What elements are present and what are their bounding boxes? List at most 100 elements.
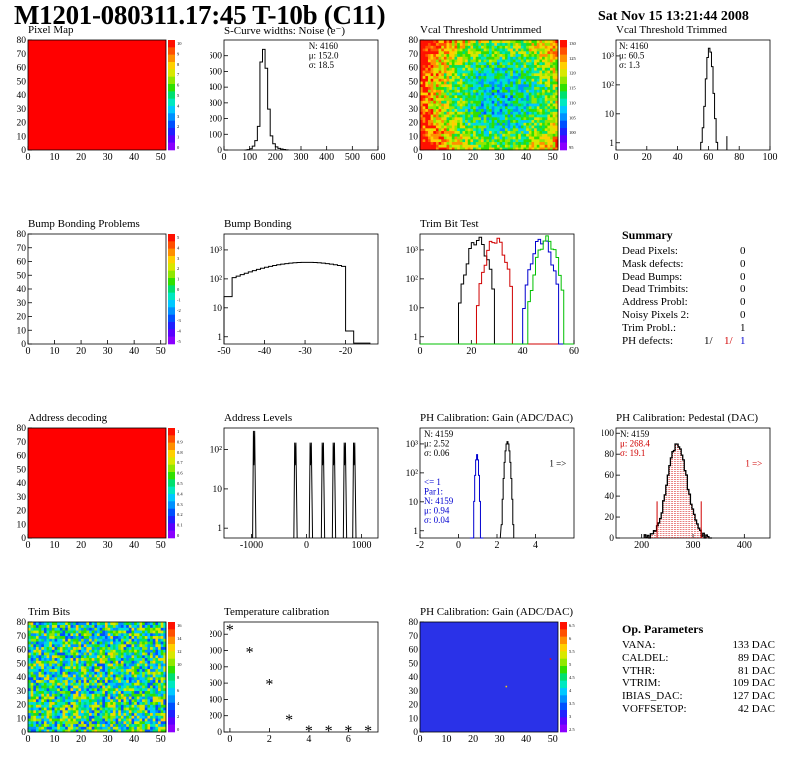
heatmap-cell xyxy=(51,712,55,716)
heatmap-cell xyxy=(75,624,79,628)
heatmap-cell xyxy=(459,64,463,68)
y-tick-label: 1 xyxy=(413,333,418,343)
heatmap-cell xyxy=(134,671,138,675)
heatmap-cell xyxy=(451,89,455,93)
heatmap-cell xyxy=(531,100,535,104)
heatmap-cell xyxy=(91,688,95,692)
heatmap-cell xyxy=(70,641,74,645)
heatmap-cell xyxy=(427,86,431,90)
heatmap-cell xyxy=(427,78,431,82)
heatmap-cell xyxy=(443,75,447,79)
heatmap-cell xyxy=(462,106,466,110)
heatmap-cell xyxy=(144,710,148,714)
heatmap-cell xyxy=(59,657,63,661)
y-tick-label: 70 xyxy=(409,632,419,642)
heatmap-cell xyxy=(78,715,82,719)
y-tick-label: 10 xyxy=(213,304,223,314)
heatmap-cell xyxy=(33,649,37,653)
heatmap-cell xyxy=(470,103,474,107)
heatmap-cell xyxy=(99,699,103,703)
heatmap-cell xyxy=(51,644,55,648)
heatmap-cell xyxy=(54,679,58,683)
heatmap-cell xyxy=(81,704,85,708)
heatmap-cell xyxy=(486,133,490,137)
heatmap-cell xyxy=(99,710,103,714)
heatmap-cell xyxy=(131,718,135,722)
heatmap-cell xyxy=(123,729,127,733)
heatmap-cell xyxy=(496,59,500,63)
heatmap-cell xyxy=(534,106,538,110)
heatmap-cell xyxy=(473,95,477,99)
heatmap-cell xyxy=(110,721,114,725)
heatmap-cell xyxy=(518,89,522,93)
heatmap-cell xyxy=(67,663,71,667)
heatmap-cell xyxy=(542,133,546,137)
heatmap-cell xyxy=(512,103,516,107)
heatmap-cell xyxy=(443,56,447,60)
heatmap-cell xyxy=(470,130,474,134)
heatmap-cell xyxy=(512,51,516,55)
heatmap-cell xyxy=(46,649,50,653)
timestamp: Sat Nov 15 13:21:44 2008 xyxy=(598,9,749,24)
heatmap-cell xyxy=(520,106,524,110)
heatmap-cell xyxy=(531,45,535,49)
heatmap-cell xyxy=(441,128,445,132)
heatmap-cell xyxy=(467,42,471,46)
heatmap-cell xyxy=(536,133,540,137)
heatmap-cell xyxy=(38,723,42,727)
stat-label-par1: σ: 0.04 xyxy=(424,515,450,525)
heatmap-cell xyxy=(425,97,429,101)
heatmap-cell xyxy=(457,95,461,99)
heatmap-cell xyxy=(435,103,439,107)
heatmap-cell xyxy=(486,86,490,90)
heatmap-cell xyxy=(531,42,535,46)
heatmap-cell xyxy=(41,726,45,730)
heatmap-cell xyxy=(30,677,34,681)
x-tick-label: 20 xyxy=(76,734,86,745)
y-tick-label: 10³ xyxy=(210,246,222,256)
heatmap-cell xyxy=(491,40,495,44)
heatmap-cell xyxy=(478,81,482,85)
y-tick-label: 70 xyxy=(17,632,27,642)
heatmap-cell xyxy=(41,685,45,689)
heatmap-cell xyxy=(46,652,50,656)
heatmap-cell xyxy=(112,707,116,711)
heatmap-cell xyxy=(467,111,471,115)
heatmap-cell xyxy=(78,657,82,661)
heatmap-cell xyxy=(123,704,127,708)
heatmap-cell xyxy=(478,64,482,68)
heatmap-cell xyxy=(28,707,31,711)
heatmap-cell xyxy=(28,693,31,697)
heatmap-cell xyxy=(454,84,458,88)
heatmap-cell xyxy=(441,139,445,143)
heatmap-cell xyxy=(57,663,61,667)
heatmap-cell xyxy=(510,48,514,52)
heatmap-cell xyxy=(536,144,540,148)
heatmap-cell xyxy=(536,95,540,99)
heatmap-cell xyxy=(51,688,55,692)
heatmap-cell xyxy=(163,721,167,725)
heatmap-cell xyxy=(462,78,466,82)
heatmap-cell xyxy=(150,710,154,714)
heatmap-cell xyxy=(518,45,522,49)
heatmap-cell xyxy=(102,660,106,664)
heatmap-cell xyxy=(94,638,98,642)
heatmap-cell xyxy=(470,62,474,66)
heatmap-cell xyxy=(438,147,442,151)
heatmap-cell xyxy=(523,59,527,63)
heatmap-cell xyxy=(155,638,159,642)
color-scale-band xyxy=(560,54,567,63)
heatmap-cell xyxy=(459,141,463,145)
heatmap-cell xyxy=(507,84,511,88)
heatmap-cell xyxy=(139,649,143,653)
heatmap-cell xyxy=(73,693,77,697)
heatmap-cell xyxy=(30,657,34,661)
heatmap-cell xyxy=(120,671,124,675)
heatmap-cell xyxy=(38,633,42,637)
heatmap-cell xyxy=(470,56,474,60)
heatmap-cell xyxy=(465,73,469,77)
heatmap-cell xyxy=(54,693,58,697)
heatmap-cell xyxy=(520,75,524,79)
heatmap-cell xyxy=(547,122,551,126)
heatmap-cell xyxy=(38,690,42,694)
